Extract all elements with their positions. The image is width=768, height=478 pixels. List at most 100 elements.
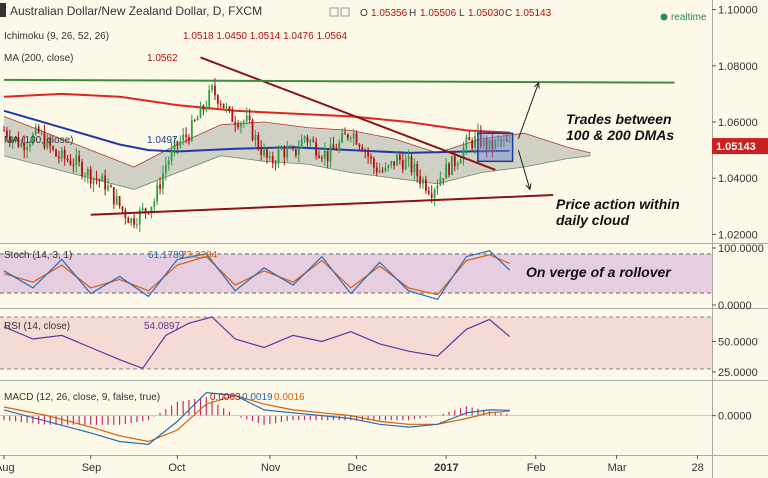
candle-body[interactable] — [372, 158, 375, 168]
candle-body[interactable] — [474, 135, 476, 148]
candle-body[interactable] — [237, 124, 239, 128]
candle-body[interactable] — [497, 139, 500, 141]
candle-body[interactable] — [20, 143, 23, 147]
candle-body[interactable] — [271, 156, 274, 164]
candle-body[interactable] — [170, 149, 173, 161]
candle-body[interactable] — [101, 175, 104, 181]
candle-body[interactable] — [442, 178, 445, 180]
candle-body[interactable] — [121, 206, 124, 210]
candle-body[interactable] — [500, 139, 502, 141]
candle-body[interactable] — [263, 149, 265, 156]
candle-body[interactable] — [254, 135, 257, 141]
candle-body[interactable] — [49, 138, 52, 147]
legend-buttons[interactable] — [329, 7, 350, 17]
candle-body[interactable] — [312, 140, 315, 142]
candle-body[interactable] — [14, 137, 17, 139]
candle-body[interactable] — [159, 184, 161, 189]
candle-body[interactable] — [292, 148, 294, 150]
candle-body[interactable] — [338, 142, 341, 151]
candle-body[interactable] — [367, 151, 370, 157]
stoch-label[interactable]: Stoch (14, 3, 1) — [4, 250, 72, 261]
candle-body[interactable] — [289, 148, 291, 150]
consolidation-box[interactable] — [477, 132, 514, 163]
candle-body[interactable] — [318, 155, 320, 158]
ichimoku-label[interactable]: Ichimoku (9, 26, 52, 26) — [4, 31, 109, 42]
candle-body[interactable] — [52, 146, 55, 150]
candle-body[interactable] — [242, 121, 245, 123]
candle-body[interactable] — [98, 179, 101, 181]
candle-body[interactable] — [459, 159, 462, 164]
candle-body[interactable] — [419, 176, 422, 184]
candle-body[interactable] — [75, 155, 78, 166]
candle-body[interactable] — [46, 138, 49, 148]
trendline-support[interactable] — [90, 194, 554, 216]
candle-body[interactable] — [358, 144, 361, 147]
candle-body[interactable] — [260, 148, 263, 156]
candle-body[interactable] — [245, 115, 248, 122]
candle-body[interactable] — [228, 106, 231, 110]
candle-body[interactable] — [40, 132, 43, 134]
candle-body[interactable] — [153, 201, 156, 207]
candle-body[interactable] — [130, 218, 133, 223]
candle-body[interactable] — [320, 157, 323, 159]
candle-body[interactable] — [283, 148, 286, 158]
candle-body[interactable] — [216, 95, 219, 104]
candle-body[interactable] — [370, 156, 372, 159]
candle-body[interactable] — [280, 148, 283, 150]
candle-body[interactable] — [219, 103, 222, 105]
candle-body[interactable] — [150, 206, 153, 214]
candle-body[interactable] — [303, 136, 306, 140]
trendline-horizontal[interactable] — [3, 78, 675, 84]
candle-body[interactable] — [60, 149, 63, 159]
candle-body[interactable] — [384, 167, 387, 172]
candle-body[interactable] — [344, 133, 346, 135]
candle-body[interactable] — [456, 163, 459, 166]
candle-body[interactable] — [182, 134, 185, 141]
candle-body[interactable] — [167, 160, 170, 165]
candle-body[interactable] — [17, 137, 20, 147]
candle-body[interactable] — [179, 140, 182, 146]
candle-body[interactable] — [107, 185, 109, 190]
candle-body[interactable] — [268, 156, 271, 158]
candle-body[interactable] — [482, 138, 485, 147]
candle-body[interactable] — [266, 149, 268, 158]
candle-body[interactable] — [300, 139, 303, 149]
candle-body[interactable] — [176, 141, 179, 146]
candle-body[interactable] — [240, 122, 242, 128]
candle-body[interactable] — [248, 115, 251, 121]
candle-body[interactable] — [451, 155, 453, 176]
candle-body[interactable] — [433, 189, 436, 198]
candle-body[interactable] — [185, 134, 187, 137]
candle-body[interactable] — [341, 133, 344, 143]
candle-body[interactable] — [346, 134, 349, 139]
candle-body[interactable] — [162, 173, 164, 189]
candle-body[interactable] — [118, 196, 121, 207]
candle-body[interactable] — [479, 130, 482, 147]
candle-body[interactable] — [3, 130, 5, 132]
candle-body[interactable] — [335, 148, 338, 151]
candle-body[interactable] — [381, 170, 384, 172]
candle-body[interactable] — [225, 106, 228, 108]
candle-body[interactable] — [404, 159, 407, 170]
candle-body[interactable] — [5, 130, 8, 138]
candle-body[interactable] — [231, 109, 234, 122]
candle-body[interactable] — [55, 149, 57, 157]
candle-body[interactable] — [462, 147, 465, 160]
candle-body[interactable] — [37, 126, 40, 133]
rsi-label[interactable]: RSI (14, close) — [4, 321, 70, 332]
candle-body[interactable] — [251, 120, 254, 141]
candle-body[interactable] — [445, 163, 448, 179]
candle-body[interactable] — [58, 156, 60, 159]
candle-body[interactable] — [274, 163, 277, 165]
candle-body[interactable] — [133, 218, 135, 225]
candle-body[interactable] — [286, 148, 289, 158]
candle-body[interactable] — [222, 103, 225, 108]
candle-body[interactable] — [193, 120, 196, 122]
candle-body[interactable] — [110, 185, 112, 188]
candle-body[interactable] — [86, 169, 89, 176]
candle-body[interactable] — [81, 161, 83, 177]
candle-body[interactable] — [503, 138, 505, 141]
candle-body[interactable] — [453, 155, 456, 166]
candle-body[interactable] — [491, 139, 494, 150]
candle-body[interactable] — [306, 136, 309, 143]
